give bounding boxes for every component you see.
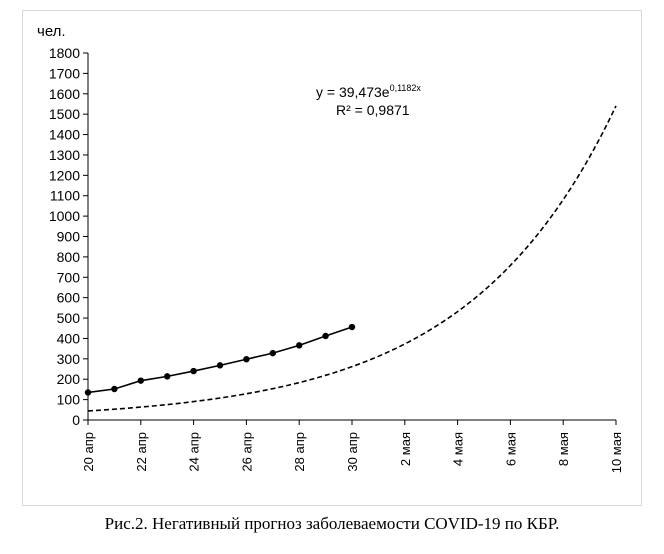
data-point bbox=[216, 362, 224, 369]
y-tick-label: 800 bbox=[57, 249, 81, 265]
y-tick-label: 200 bbox=[57, 371, 81, 387]
data-point bbox=[322, 332, 329, 340]
y-tick-label: 100 bbox=[57, 392, 81, 408]
x-tick-label: 30 апр bbox=[345, 432, 360, 472]
x-tick-label: 24 апр bbox=[187, 432, 202, 472]
y-tick-label: 300 bbox=[57, 351, 81, 367]
trendline-equation: y = 39,473e0,1182x bbox=[316, 83, 421, 100]
y-tick-label: 1600 bbox=[49, 86, 80, 102]
y-axis-label: чел. bbox=[37, 23, 66, 40]
y-tick-label: 400 bbox=[57, 330, 81, 346]
y-tick-label: 600 bbox=[57, 290, 81, 306]
y-tick-label: 900 bbox=[57, 229, 81, 245]
data-point bbox=[137, 377, 144, 384]
y-tick-label: 700 bbox=[57, 269, 81, 285]
data-point bbox=[111, 385, 118, 393]
data-point bbox=[269, 349, 276, 357]
y-tick-label: 1000 bbox=[49, 208, 80, 224]
x-tick-label: 26 апр bbox=[239, 432, 254, 472]
trendline-r-squared: R² = 0,9871 bbox=[336, 102, 410, 118]
data-point bbox=[164, 373, 171, 380]
data-point bbox=[296, 342, 303, 349]
y-tick-label: 1300 bbox=[49, 147, 80, 163]
x-tick-label: 20 апр bbox=[81, 432, 96, 472]
y-tick-label: 1800 bbox=[49, 45, 80, 61]
y-tick-label: 0 bbox=[72, 412, 80, 428]
x-tick-label: 4 мая bbox=[451, 432, 466, 466]
y-tick-label: 1200 bbox=[49, 167, 80, 183]
y-tick-label: 1100 bbox=[50, 188, 80, 204]
data-point bbox=[243, 356, 250, 363]
x-tick-label: 6 мая bbox=[503, 432, 518, 466]
chart-frame bbox=[22, 10, 642, 506]
x-tick-label: 2 мая bbox=[398, 432, 413, 466]
trendline-equation-exponent: 0,1182x bbox=[389, 83, 421, 93]
y-tick-label: 500 bbox=[57, 310, 81, 326]
data-point bbox=[190, 367, 197, 375]
data-point bbox=[348, 323, 356, 331]
y-tick-label: 1700 bbox=[49, 65, 80, 81]
figure-caption: Рис.2. Негативный прогноз заболеваемости… bbox=[104, 514, 560, 533]
y-tick-label: 1500 bbox=[49, 106, 80, 122]
series-line bbox=[87, 326, 353, 394]
y-tick-label: 1400 bbox=[49, 127, 80, 143]
x-tick-label: 10 мая bbox=[609, 432, 624, 473]
x-tick-label: 8 мая bbox=[556, 432, 571, 466]
trendline-equation-base: y = 39,473e bbox=[316, 84, 390, 100]
data-point bbox=[84, 389, 92, 396]
x-tick-label: 22 апр bbox=[134, 432, 149, 472]
trendline bbox=[87, 105, 617, 412]
x-tick-label: 28 апр bbox=[292, 432, 307, 472]
